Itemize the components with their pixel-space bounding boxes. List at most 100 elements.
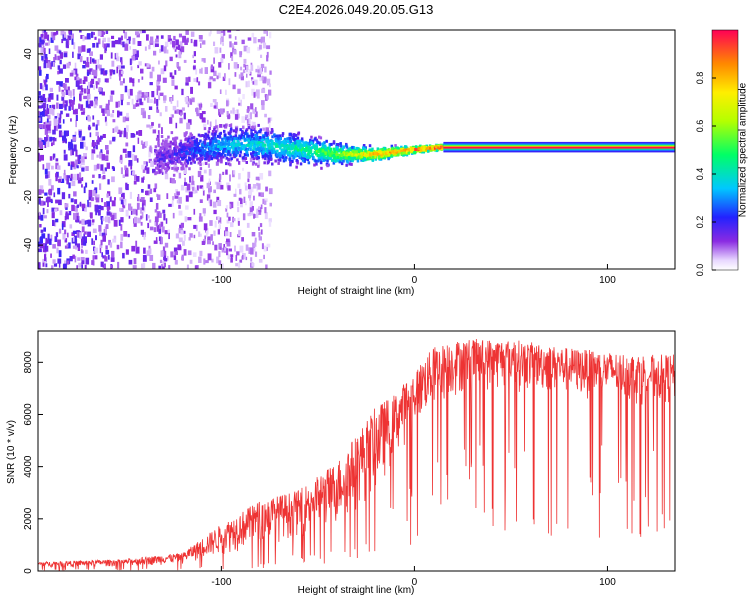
heatmap-cell bbox=[140, 221, 143, 226]
heatmap-cell bbox=[268, 170, 272, 177]
heatmap-cell bbox=[170, 113, 173, 118]
heatmap-cell bbox=[91, 238, 94, 245]
heatmap-cell bbox=[40, 189, 44, 194]
heatmap-cell bbox=[189, 99, 193, 105]
heatmap-cell bbox=[86, 69, 91, 75]
heatmap-cell bbox=[185, 151, 188, 155]
heatmap-cell bbox=[261, 100, 265, 106]
heatmap-cell bbox=[345, 144, 348, 147]
heatmap-cell bbox=[286, 137, 289, 141]
heatmap-cell bbox=[70, 33, 74, 39]
snr-y-tick-label: 2000 bbox=[23, 507, 34, 530]
heatmap-cell bbox=[105, 121, 108, 126]
heatmap-cell bbox=[102, 255, 106, 259]
heatmap-cell bbox=[181, 107, 185, 111]
heatmap-cell bbox=[126, 132, 128, 139]
heatmap-cell bbox=[47, 140, 50, 148]
heatmap-cell bbox=[219, 155, 223, 159]
heatmap-cell bbox=[101, 252, 103, 258]
heatmap-cell bbox=[38, 211, 41, 216]
heatmap-cell bbox=[76, 204, 79, 208]
heatmap-cell bbox=[304, 143, 308, 147]
heatmap-cell bbox=[183, 161, 187, 165]
heatmap-cell bbox=[199, 250, 203, 257]
heatmap-cell bbox=[251, 121, 254, 125]
heatmap-cell bbox=[104, 256, 108, 262]
heatmap-cell bbox=[295, 165, 298, 169]
heatmap-cell bbox=[256, 144, 259, 148]
heatmap-cell bbox=[256, 208, 259, 214]
heatmap-cell bbox=[163, 142, 166, 146]
heatmap-cell bbox=[200, 149, 203, 153]
heatmap-cell bbox=[340, 162, 344, 166]
heatmap-cell bbox=[94, 36, 97, 40]
heatmap-cell bbox=[177, 156, 180, 160]
heatmap-cell bbox=[230, 123, 233, 130]
heatmap-cell bbox=[215, 156, 218, 159]
heatmap-cell bbox=[163, 213, 166, 221]
heatmap-cell bbox=[132, 49, 137, 54]
heatmap-cell bbox=[317, 155, 321, 159]
heatmap-cell bbox=[160, 237, 163, 244]
heatmap-cell bbox=[198, 216, 203, 222]
heatmap-cell bbox=[222, 171, 225, 175]
heatmap-cell bbox=[422, 150, 425, 154]
heatmap-cell bbox=[300, 148, 303, 152]
heatmap-cell bbox=[193, 51, 196, 57]
heatmap-cell bbox=[205, 154, 208, 158]
heatmap-cell bbox=[176, 166, 180, 170]
heatmap-cell bbox=[157, 141, 160, 145]
heatmap-cell bbox=[245, 81, 248, 88]
heatmap-cell bbox=[223, 124, 226, 128]
heatmap-cell bbox=[233, 49, 237, 55]
heatmap-cell bbox=[114, 197, 116, 201]
heatmap-cell bbox=[237, 262, 241, 268]
heatmap-cell bbox=[176, 62, 180, 68]
heatmap-cell bbox=[53, 125, 58, 131]
heatmap-cell bbox=[201, 58, 205, 62]
heatmap-cell bbox=[149, 125, 152, 130]
heatmap-cell bbox=[349, 148, 353, 152]
heatmap-cell bbox=[72, 254, 75, 259]
heatmap-cell bbox=[326, 159, 329, 163]
heatmap-cell bbox=[185, 150, 188, 154]
heatmap-cell bbox=[93, 142, 97, 146]
heatmap-cell bbox=[230, 157, 233, 161]
heatmap-cell bbox=[44, 110, 47, 116]
heatmap-cell bbox=[153, 40, 157, 48]
heatmap-cell bbox=[82, 35, 85, 42]
heatmap-cell bbox=[391, 152, 394, 156]
heatmap-cell bbox=[174, 156, 178, 160]
heatmap-cell bbox=[203, 169, 207, 174]
heatmap-cell bbox=[52, 259, 56, 264]
heatmap-cell bbox=[199, 159, 202, 162]
heatmap-cell bbox=[226, 212, 229, 218]
heatmap-cell bbox=[205, 162, 208, 165]
heatmap-cell bbox=[185, 137, 188, 141]
heatmap-cell bbox=[332, 147, 336, 151]
heatmap-cell bbox=[315, 152, 318, 156]
heatmap-cell bbox=[44, 142, 47, 148]
heatmap-cell bbox=[46, 162, 50, 170]
heatmap-cell bbox=[155, 137, 159, 141]
heatmap-cell bbox=[152, 262, 156, 269]
heatmap-cell bbox=[77, 257, 81, 261]
heatmap-cell bbox=[200, 113, 204, 120]
heatmap-cell bbox=[328, 143, 332, 146]
heatmap-cell bbox=[153, 50, 157, 56]
heatmap-cell bbox=[301, 158, 305, 162]
heatmap-y-tick-label: -20 bbox=[23, 190, 34, 205]
heatmap-cell bbox=[211, 130, 215, 133]
heatmap-cell bbox=[362, 144, 366, 147]
heatmap-cell bbox=[279, 154, 282, 157]
heatmap-cell bbox=[141, 263, 144, 269]
heatmap-cell bbox=[368, 144, 372, 148]
heatmap-cell bbox=[122, 174, 125, 178]
heatmap-cell bbox=[218, 151, 221, 155]
heatmap-cell bbox=[83, 233, 85, 237]
heatmap-cell bbox=[169, 150, 172, 154]
heatmap-cell bbox=[402, 153, 405, 157]
heatmap-cell bbox=[106, 193, 109, 198]
heatmap-cell bbox=[296, 136, 299, 140]
heatmap-cell bbox=[45, 121, 49, 125]
